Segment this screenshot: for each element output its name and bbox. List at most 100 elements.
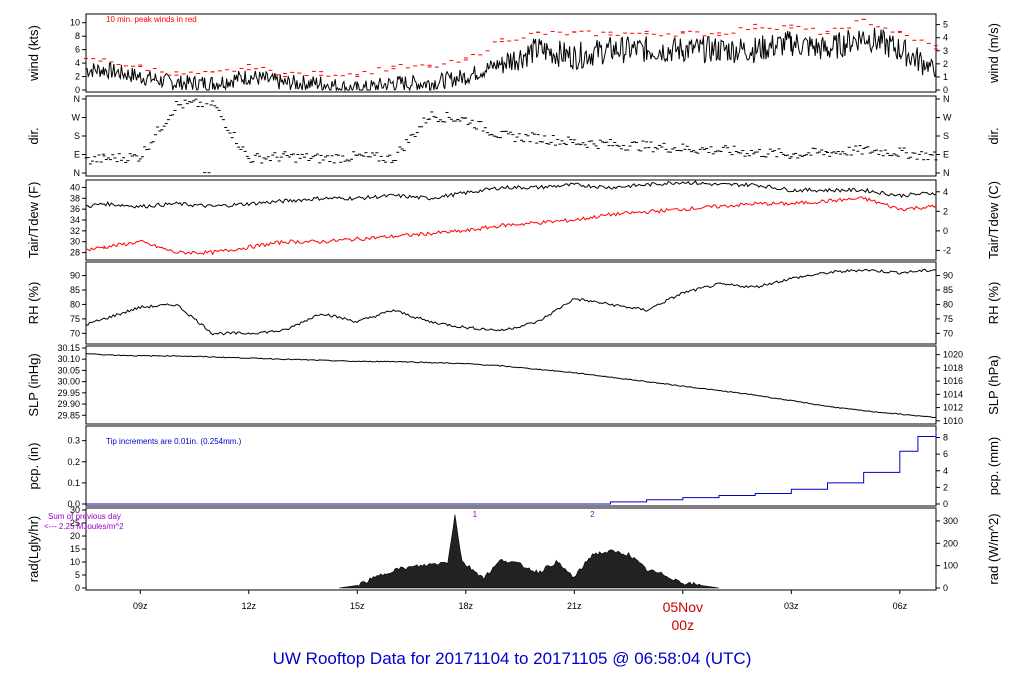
- y-tick-label: 2: [75, 72, 80, 82]
- x-tick-label: 21z: [567, 601, 582, 611]
- y-tick-label-right: 90: [943, 271, 953, 281]
- y-tick-label: 34: [70, 215, 80, 225]
- y-tick-label: 38: [70, 193, 80, 203]
- y-tick-label: 30: [70, 505, 80, 515]
- y-axis-label-right: rad (W/m^2): [986, 513, 1001, 584]
- y-tick-label: 30.05: [57, 365, 80, 375]
- y-tick-label: 75: [70, 314, 80, 324]
- day-marker: 2: [590, 510, 595, 519]
- y-tick-label-right: 2: [943, 206, 948, 216]
- y-axis-label-right: pcp. (mm): [986, 437, 1001, 496]
- y-tick-label-right: 4: [943, 33, 948, 43]
- y-tick-label: 32: [70, 226, 80, 236]
- day-marker: 1: [473, 510, 478, 519]
- y-tick-label: 0: [75, 583, 80, 593]
- y-tick-label-right: 200: [943, 538, 958, 548]
- y-axis-label: wind (kts): [26, 25, 41, 82]
- panel-annotation: Sum of previous day: [48, 512, 121, 521]
- y-axis-label-right: dir.: [986, 127, 1001, 144]
- y-tick-label: 30.00: [57, 377, 80, 387]
- series-line: [85, 268, 937, 336]
- y-tick-label: 28: [70, 248, 80, 258]
- y-tick-label-right: 1: [943, 72, 948, 82]
- x-tick-label: 15z: [350, 601, 365, 611]
- y-tick-label: 0.0: [67, 499, 80, 509]
- y-tick-label-right: 2: [943, 482, 948, 492]
- y-axis-label: RH (%): [26, 282, 41, 325]
- y-tick-label-right: S: [943, 131, 949, 141]
- y-tick-label-right: 0: [943, 583, 948, 593]
- x-tick-label: 18z: [459, 601, 474, 611]
- y-tick-label: 90: [70, 271, 80, 281]
- x-tick-label-day: 05Nov: [663, 599, 703, 615]
- y-tick-label-right: N: [943, 168, 950, 178]
- y-tick-label: S: [74, 131, 80, 141]
- panel-annotation: 10 min. peak winds in red: [106, 15, 197, 24]
- y-tick-label-right: 3: [943, 46, 948, 56]
- y-tick-label-right: 1010: [943, 416, 963, 426]
- y-axis-label: rad(Lgly/hr): [26, 516, 41, 582]
- y-tick-label: 80: [70, 299, 80, 309]
- x-tick-label: 12z: [242, 601, 257, 611]
- y-tick-label-right: 300: [943, 516, 958, 526]
- y-tick-label: 10: [70, 557, 80, 567]
- y-tick-label: 70: [70, 328, 80, 338]
- x-tick-label: 09z: [133, 601, 148, 611]
- y-tick-label: 8: [75, 31, 80, 41]
- y-tick-label: W: [72, 113, 81, 123]
- series-line: [86, 353, 937, 419]
- y-tick-label: 85: [70, 285, 80, 295]
- y-tick-label-right: 4: [943, 466, 948, 476]
- y-tick-label-right: 8: [943, 433, 948, 443]
- y-tick-label: 0.2: [67, 457, 80, 467]
- y-tick-label: 0.1: [67, 478, 80, 488]
- y-tick-label-right: 6: [943, 449, 948, 459]
- y-tick-label: 36: [70, 204, 80, 214]
- y-tick-label: 25: [70, 518, 80, 528]
- precip-line: [86, 430, 937, 505]
- y-axis-label: pcp. (in): [26, 443, 41, 490]
- panel-annotation: Tip increments are 0.01in. (0.254mm.): [106, 437, 242, 446]
- y-axis-label-right: SLP (hPa): [986, 355, 1001, 415]
- y-tick-label-right: -2: [943, 245, 951, 255]
- panel-annotation: <--- 2.25 MJoules/m^2: [44, 522, 124, 531]
- y-tick-label: 29.90: [57, 399, 80, 409]
- series-line: [85, 180, 937, 209]
- series-line: [85, 27, 937, 92]
- panel-frame: [85, 345, 937, 425]
- y-tick-label: 4: [75, 58, 80, 68]
- y-tick-label-right: 4: [943, 187, 948, 197]
- y-tick-label: 30.10: [57, 354, 80, 364]
- y-tick-label-right: 1012: [943, 403, 963, 413]
- y-tick-label-right: 85: [943, 285, 953, 295]
- y-tick-label-right: 70: [943, 328, 953, 338]
- panel-frame: [85, 95, 937, 177]
- panel-frame: [85, 261, 937, 345]
- y-tick-label: 5: [75, 570, 80, 580]
- y-tick-label-right: 2: [943, 59, 948, 69]
- y-axis-label-right: wind (m/s): [986, 23, 1001, 84]
- panel-frame: [85, 13, 937, 93]
- y-axis-label: dir.: [26, 127, 41, 144]
- y-tick-label: 0: [75, 85, 80, 95]
- x-tick-sublabel: 00z: [672, 617, 695, 633]
- y-tick-label: N: [74, 94, 81, 104]
- y-axis-label: SLP (inHg): [26, 353, 41, 416]
- y-tick-label-right: W: [943, 113, 952, 123]
- y-tick-label-right: 100: [943, 561, 958, 571]
- panel-frame: [85, 425, 937, 507]
- y-tick-label: N: [74, 168, 81, 178]
- y-tick-label-right: N: [943, 94, 950, 104]
- y-tick-label-right: 1016: [943, 376, 963, 386]
- y-tick-label-right: 0: [943, 85, 948, 95]
- x-tick-label: 03z: [784, 601, 799, 611]
- y-tick-label-right: 1018: [943, 363, 963, 373]
- y-tick-label: 40: [70, 182, 80, 192]
- y-tick-label-right: 5: [943, 20, 948, 30]
- y-tick-label-right: 80: [943, 299, 953, 309]
- y-tick-label: 29.85: [57, 410, 80, 420]
- y-tick-label-right: E: [943, 150, 949, 160]
- page-title: UW Rooftop Data for 20171104 to 20171105…: [272, 649, 752, 668]
- y-tick-label: 6: [75, 45, 80, 55]
